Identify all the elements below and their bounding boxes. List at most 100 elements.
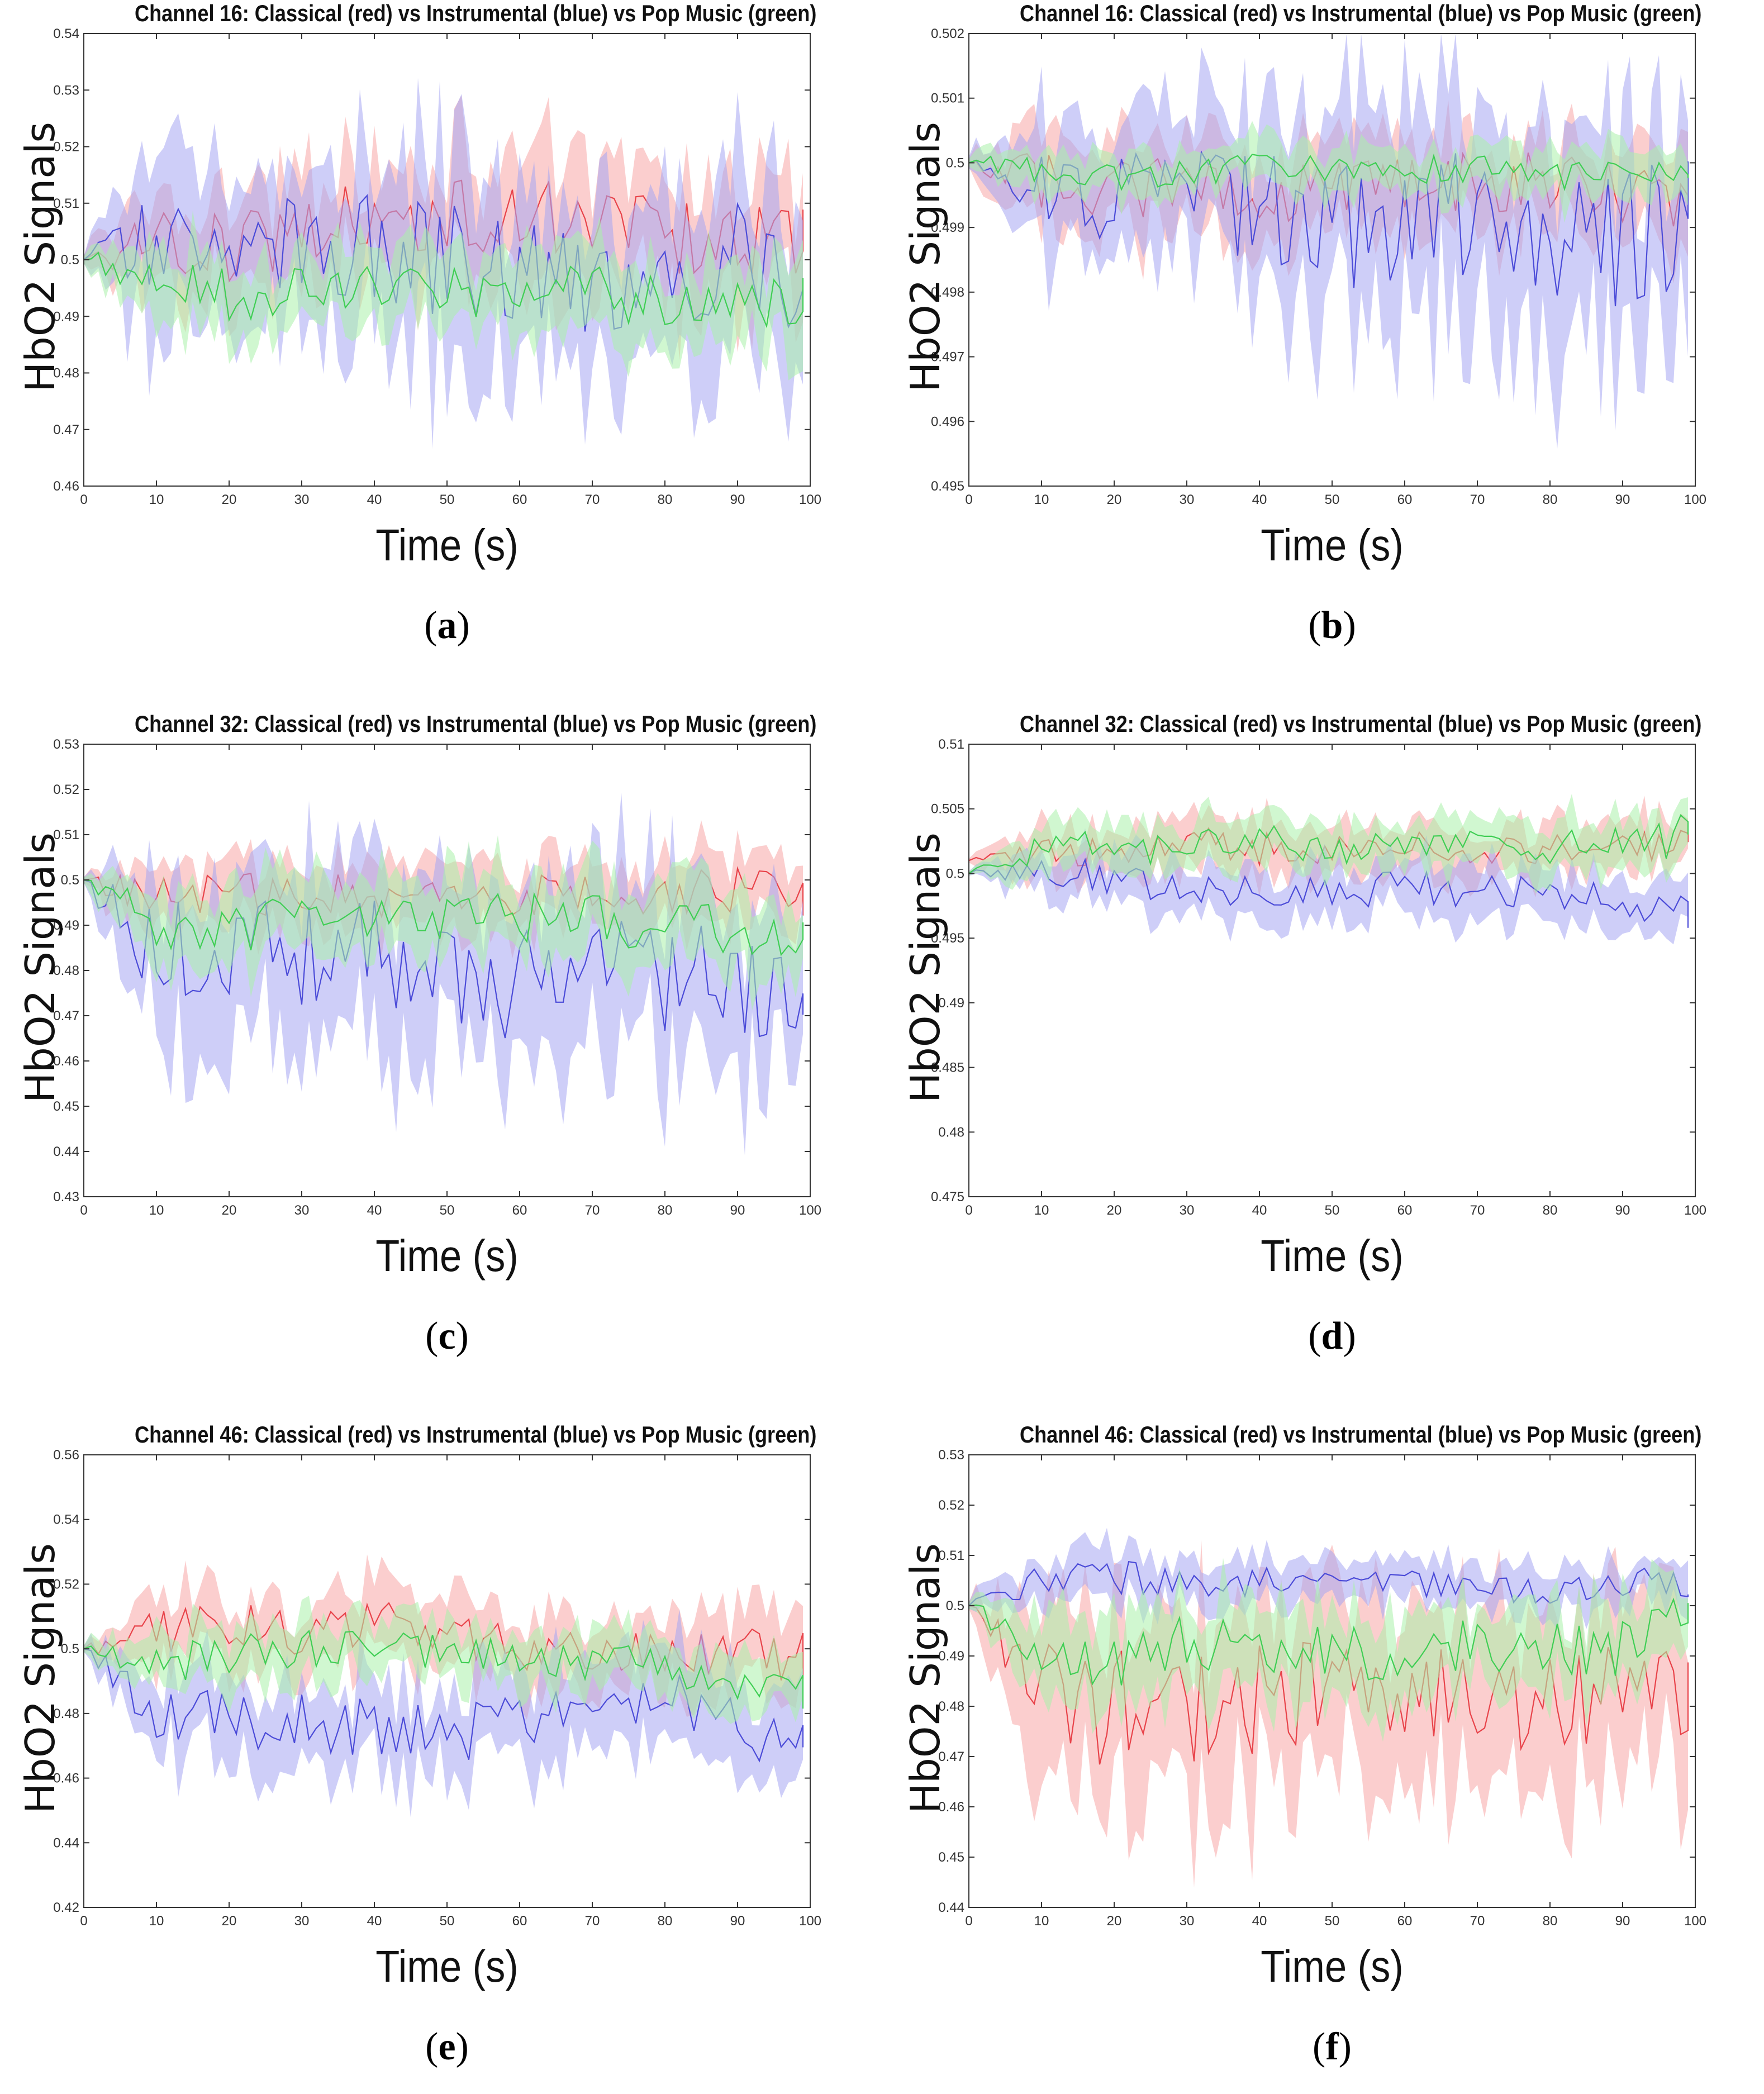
y-tick-label: 0.48 bbox=[53, 1706, 79, 1721]
x-axis-label: Time (s) bbox=[1261, 520, 1404, 570]
x-tick-label: 10 bbox=[1034, 492, 1049, 507]
x-tick-label: 0 bbox=[80, 492, 87, 507]
panel-label: (e) bbox=[425, 2025, 469, 2068]
y-tick-label: 0.47 bbox=[53, 422, 79, 437]
chart-title: Channel 32: Classical (red) vs Instrumen… bbox=[1020, 711, 1702, 737]
x-tick-label: 80 bbox=[1543, 492, 1558, 507]
x-tick-label: 100 bbox=[799, 492, 821, 507]
x-tick-label: 80 bbox=[658, 1203, 673, 1218]
x-tick-label: 30 bbox=[294, 1914, 310, 1929]
panel-label: (d) bbox=[1308, 1315, 1356, 1358]
y-tick-label: 0.44 bbox=[53, 1835, 79, 1850]
x-tick-label: 100 bbox=[1684, 492, 1706, 507]
x-tick-label: 30 bbox=[294, 1203, 310, 1218]
y-tick-label: 0.46 bbox=[938, 1800, 964, 1815]
x-tick-label: 10 bbox=[149, 1203, 164, 1218]
y-tick-label: 0.56 bbox=[53, 1448, 79, 1463]
chart-title: Channel 16: Classical (red) vs Instrumen… bbox=[135, 0, 817, 26]
chart-c: 0.43 0.44 0.45 0.46 0.47 0.48 0.49 0.5 0.51 0.52 0… bbox=[53, 737, 821, 1218]
x-tick-label: 100 bbox=[799, 1914, 821, 1929]
y-tick-label: 0.51 bbox=[53, 196, 79, 211]
y-tick-label: 0.498 bbox=[931, 285, 964, 300]
y-tick-label: 0.44 bbox=[938, 1900, 964, 1915]
x-tick-label: 90 bbox=[730, 492, 745, 507]
x-tick-label: 40 bbox=[367, 1203, 382, 1218]
series-line-1 bbox=[968, 1560, 1689, 1606]
y-tick-label: 0.475 bbox=[931, 1189, 964, 1205]
y-tick-label: 0.51 bbox=[938, 1548, 964, 1563]
series-band-2 bbox=[84, 1596, 803, 1749]
panel-label: (c) bbox=[425, 1315, 469, 1358]
y-tick-label: 0.485 bbox=[931, 1060, 964, 1075]
y-tick-label: 0.47 bbox=[938, 1749, 964, 1764]
y-tick-label: 0.502 bbox=[931, 26, 964, 41]
x-tick-label: 20 bbox=[222, 1203, 237, 1218]
y-tick-label: 0.505 bbox=[931, 802, 964, 817]
x-tick-label: 10 bbox=[149, 1914, 164, 1929]
y-tick-label: 0.48 bbox=[938, 1125, 964, 1140]
x-tick-label: 60 bbox=[1397, 1203, 1413, 1218]
y-tick-label: 0.5 bbox=[61, 873, 79, 888]
x-tick-label: 30 bbox=[1180, 1914, 1195, 1929]
y-tick-label: 0.48 bbox=[53, 963, 79, 978]
series-band-2 bbox=[969, 121, 1688, 223]
x-tick-label: 0 bbox=[965, 1914, 972, 1929]
x-tick-label: 90 bbox=[1615, 1914, 1630, 1929]
chart-d: 0.475 0.48 0.485 0.49 0.495 0.5 0.505 0.51 0 10 20… bbox=[931, 737, 1706, 1218]
series-line-2 bbox=[83, 251, 804, 329]
chart-a: 0.46 0.47 0.48 0.49 0.5 0.51 0.52 0.53 0.54 0 10 20… bbox=[53, 26, 821, 507]
y-tick-label: 0.53 bbox=[53, 83, 79, 98]
x-tick-label: 90 bbox=[1615, 1203, 1630, 1218]
x-tick-label: 90 bbox=[730, 1203, 745, 1218]
x-tick-label: 100 bbox=[1684, 1914, 1706, 1929]
series-band-2 bbox=[969, 1558, 1688, 1742]
x-tick-label: 70 bbox=[1470, 1914, 1485, 1929]
y-tick-label: 0.51 bbox=[53, 827, 79, 843]
y-tick-label: 0.52 bbox=[938, 1498, 964, 1513]
x-tick-label: 10 bbox=[149, 492, 164, 507]
y-axis-label: HbO2 Signals bbox=[17, 832, 64, 1103]
series-line-2 bbox=[968, 153, 1689, 192]
panel-label: (b) bbox=[1308, 604, 1356, 647]
y-tick-label: 0.49 bbox=[53, 309, 79, 324]
x-axis-label: Time (s) bbox=[375, 520, 519, 570]
x-tick-label: 20 bbox=[1107, 1203, 1122, 1218]
y-tick-label: 0.48 bbox=[53, 366, 79, 381]
x-tick-label: 40 bbox=[1252, 1914, 1267, 1929]
series-line-2 bbox=[968, 1597, 1689, 1686]
x-tick-label: 50 bbox=[440, 492, 455, 507]
panel-d: 0.475 0.48 0.485 0.49 0.495 0.5 0.505 0.51 0 10 20… bbox=[896, 711, 1734, 1381]
x-axis-label: Time (s) bbox=[375, 1941, 519, 1991]
y-tick-label: 0.5 bbox=[946, 155, 964, 170]
x-tick-label: 40 bbox=[1252, 492, 1267, 507]
x-tick-label: 20 bbox=[222, 492, 237, 507]
y-tick-label: 0.46 bbox=[53, 1771, 79, 1786]
y-tick-label: 0.42 bbox=[53, 1900, 79, 1915]
y-tick-label: 0.5 bbox=[946, 866, 964, 881]
y-tick-label: 0.5 bbox=[61, 253, 79, 268]
y-tick-label: 0.45 bbox=[53, 1099, 79, 1114]
y-tick-label: 0.45 bbox=[938, 1850, 964, 1865]
series-band-2 bbox=[84, 835, 803, 1011]
x-tick-label: 100 bbox=[799, 1203, 821, 1218]
x-tick-label: 50 bbox=[1325, 1203, 1340, 1218]
x-tick-label: 50 bbox=[1325, 1914, 1340, 1929]
x-tick-label: 20 bbox=[1107, 1914, 1122, 1929]
y-tick-label: 0.46 bbox=[53, 479, 79, 494]
y-tick-label: 0.5 bbox=[946, 1598, 964, 1614]
y-tick-label: 0.43 bbox=[53, 1189, 79, 1205]
x-tick-label: 10 bbox=[1034, 1914, 1049, 1929]
panel-c: 0.43 0.44 0.45 0.46 0.47 0.48 0.49 0.5 0.51 0.52 0… bbox=[11, 711, 849, 1381]
x-tick-label: 50 bbox=[1325, 492, 1340, 507]
y-tick-label: 0.54 bbox=[53, 26, 79, 41]
y-tick-label: 0.52 bbox=[53, 140, 79, 155]
chart-title: Channel 32: Classical (red) vs Instrumen… bbox=[135, 711, 817, 737]
panel-f: 0.44 0.45 0.46 0.47 0.48 0.49 0.5 0.51 0.52 0.53 0… bbox=[896, 1421, 1734, 2092]
panel-b: 0.495 0.496 0.497 0.498 0.499 0.5 0.501 0.502 0 1… bbox=[896, 0, 1734, 670]
x-tick-label: 80 bbox=[1543, 1914, 1558, 1929]
panel-e: 0.42 0.44 0.46 0.48 0.5 0.52 0.54 0.56 0 10 20 30 40… bbox=[11, 1421, 849, 2092]
y-tick-label: 0.49 bbox=[53, 918, 79, 933]
x-tick-label: 60 bbox=[512, 1914, 527, 1929]
x-tick-label: 40 bbox=[367, 1914, 382, 1929]
x-tick-label: 30 bbox=[294, 492, 310, 507]
